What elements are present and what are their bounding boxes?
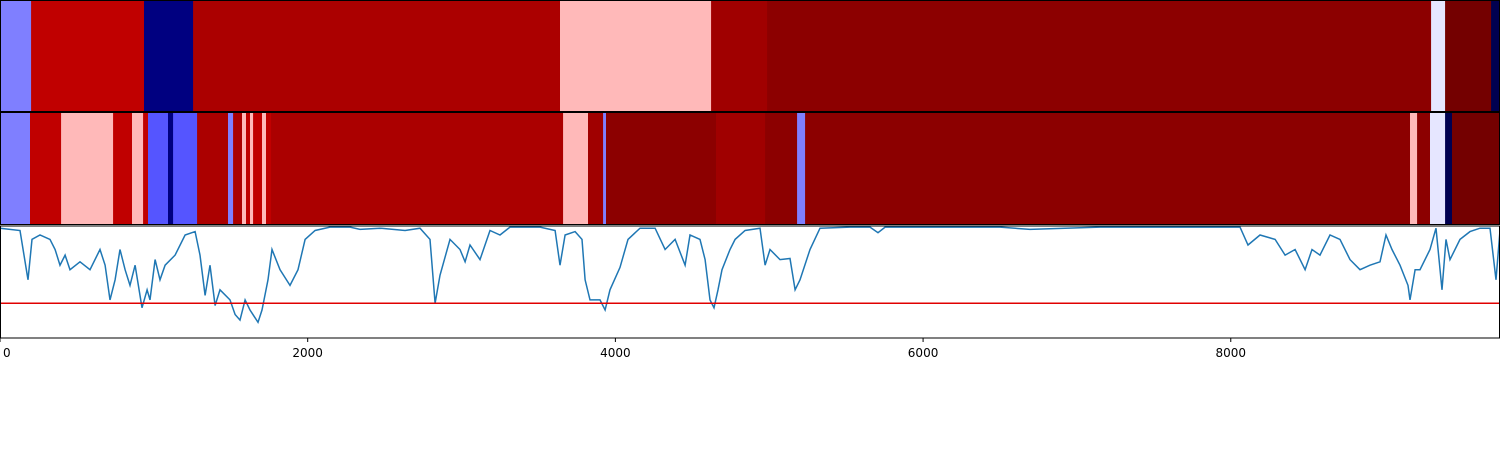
segment: [266, 113, 272, 225]
segment: [113, 113, 133, 225]
segment: [588, 113, 604, 225]
segment: [711, 1, 768, 112]
segment: [250, 113, 254, 225]
segment: [1417, 113, 1431, 225]
segment: [253, 113, 263, 225]
segment: [148, 113, 169, 225]
segment: [173, 113, 198, 225]
x-tick-label: 0: [3, 346, 11, 360]
segment: [563, 113, 589, 225]
panel-frame: [0, 225, 1500, 339]
segment: [797, 113, 806, 225]
segment: [262, 113, 267, 225]
segment: [61, 113, 114, 225]
segment: [144, 1, 194, 112]
segment: [765, 113, 798, 225]
segment: [1452, 113, 1500, 225]
segment: [168, 113, 174, 225]
segment: [560, 1, 712, 112]
segment: [197, 113, 229, 225]
segment: [716, 113, 766, 225]
x-tick-label: 2000: [292, 346, 323, 360]
x-tick-label: 4000: [600, 346, 631, 360]
segment: [767, 1, 1432, 112]
segment: [1491, 1, 1500, 112]
segment: [0, 1, 32, 112]
segment: [805, 113, 1411, 225]
segment: [271, 113, 564, 225]
segment: [228, 113, 234, 225]
segment: [603, 113, 607, 225]
x-tick-label: 6000: [908, 346, 939, 360]
segment: [1445, 113, 1453, 225]
segment: [1430, 113, 1446, 225]
segment: [1410, 113, 1418, 225]
segment: [606, 113, 717, 225]
segment: [193, 1, 561, 112]
segment: [132, 113, 144, 225]
segment: [1445, 1, 1492, 112]
segment: [143, 113, 149, 225]
segment: [0, 113, 31, 225]
x-tick-label: 8000: [1215, 346, 1246, 360]
segment: [233, 113, 243, 225]
segment: [242, 113, 247, 225]
segment: [31, 1, 145, 112]
segment: [30, 113, 62, 225]
segment: [1431, 1, 1446, 112]
segment: [246, 113, 251, 225]
data-line: [0, 226, 1500, 325]
